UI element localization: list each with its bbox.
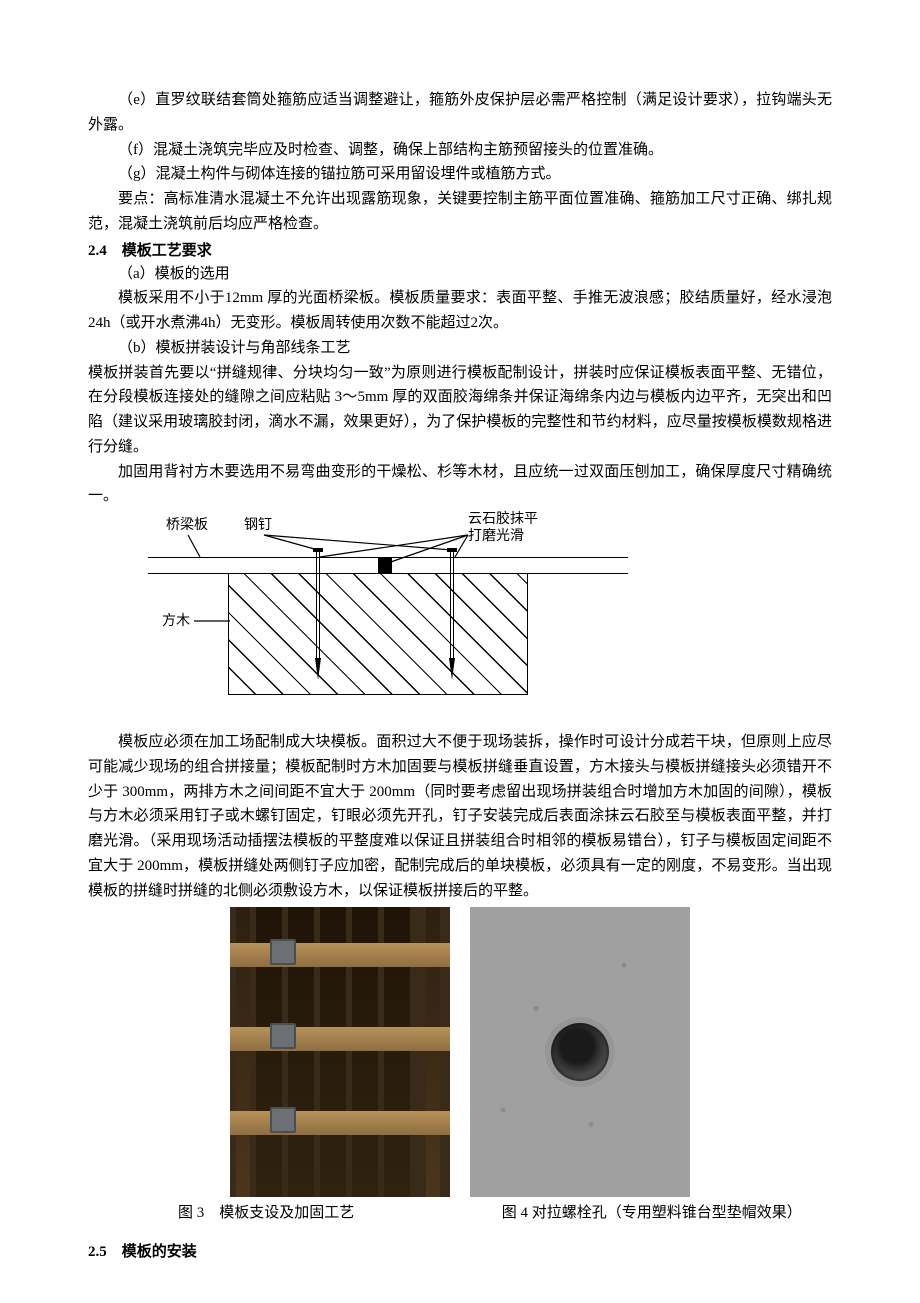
para-b1: 模板拼装首先要以“拼缝规律、分块均匀一致”为原则进行模板配制设计，拼装时应保证模… (88, 361, 832, 460)
diagram-nail-2 (450, 548, 454, 683)
para-b2: 加固用背衬方木要选用不易弯曲变形的干燥松、杉等木材，且应统一过双面压刨加工，确保… (88, 460, 832, 510)
figure-3 (230, 907, 450, 1197)
diagram-label-wood: 方木 (162, 613, 190, 631)
para-a: （a）模板的选用 (88, 262, 832, 287)
figure-4-hole (551, 1023, 609, 1081)
figure-4-caption: 图 4 对拉螺栓孔（专用塑料锥台型垫帽效果） (502, 1205, 802, 1221)
para-b3: 模板应必须在加工场配制成大块模板。面积过大不便于现场装拆，操作时可设计分成若干块… (88, 730, 832, 903)
para-a1: 模板采用不小于12mm 厚的光面桥梁板。模板质量要求：表面平整、手推无波浪感；胶… (88, 286, 832, 336)
figure-row (88, 907, 832, 1197)
figure-4-image (470, 907, 690, 1197)
figure-4 (470, 907, 690, 1197)
diagram-formwork-section: 桥梁板 钢钉 云石胶抹平 打磨光滑 方木 (148, 517, 628, 722)
heading-2-4: 2.4 模板工艺要求 (88, 239, 832, 260)
diagram-nail-1 (316, 548, 320, 683)
diagram-seam (378, 557, 392, 573)
para-f: （f）混凝土浇筑完毕应及时检查、调整，确保上部结构主筋预留接头的位置准确。 (88, 138, 832, 163)
heading-2-5: 2.5 模板的安装 (88, 1240, 832, 1261)
para-e: （e）直罗纹联结套筒处箍筋应适当调整避让，箍筋外皮保护层必需严格控制（满足设计要… (88, 88, 832, 138)
diagram-wood-block (228, 573, 528, 695)
diagram-label-nail: 钢钉 (244, 517, 272, 535)
figure-captions: 图 3 模板支设及加固工艺 图 4 对拉螺栓孔（专用塑料锥台型垫帽效果） (88, 1201, 832, 1222)
diagram-label-mortar: 云石胶抹平 打磨光滑 (468, 512, 538, 546)
figure-3-caption: 图 3 模板支设及加固工艺 (178, 1205, 354, 1221)
diagram-label-plate: 桥梁板 (166, 517, 208, 535)
para-keypoint: 要点：高标准清水混凝土不允许出现露筋现象，关键要控制主筋平面位置准确、箍筋加工尺… (88, 187, 832, 237)
para-b: （b）模板拼装设计与角部线条工艺 (88, 336, 832, 361)
figure-3-image (230, 907, 450, 1197)
para-g: （g）混凝土构件与砌体连接的锚拉筋可采用留设埋件或植筋方式。 (88, 162, 832, 187)
